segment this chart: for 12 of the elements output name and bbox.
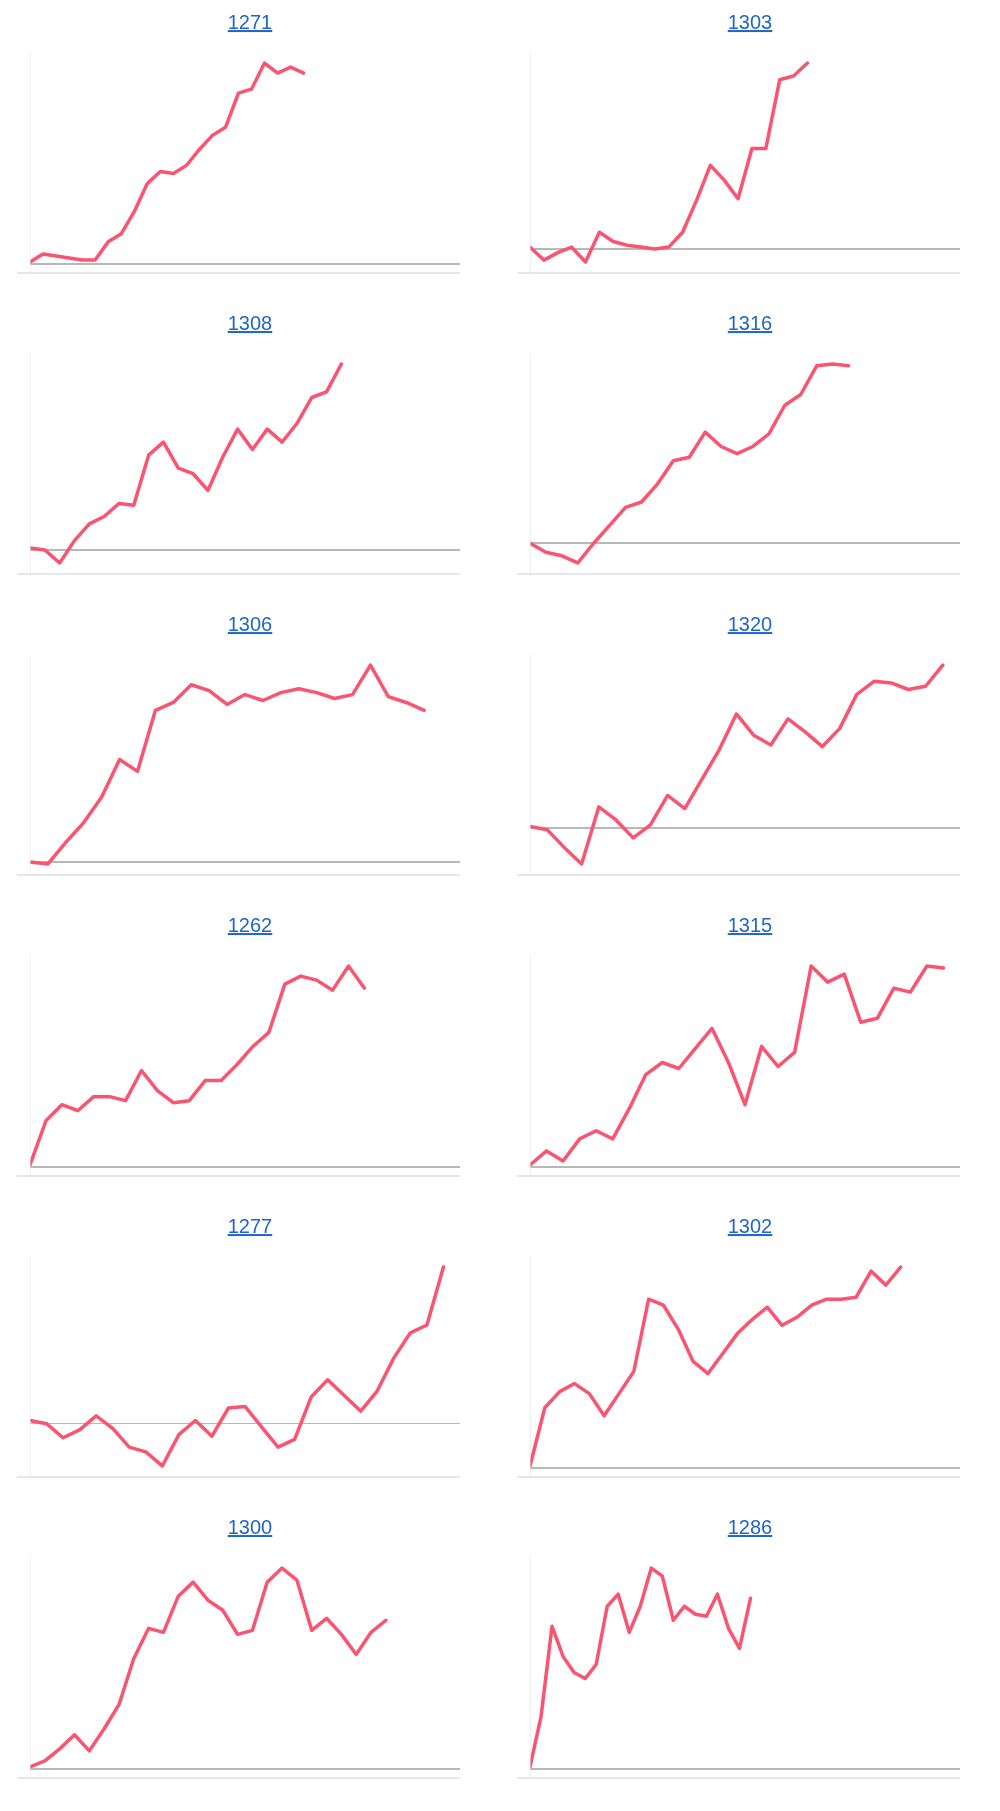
chart-title: 1286 [727, 1516, 773, 1539]
chart-title: 1308 [227, 312, 273, 335]
chart-title: 1320 [727, 613, 773, 636]
chart-title: 1277 [227, 1215, 273, 1238]
chart-title: 1302 [727, 1215, 773, 1238]
chart-title: 1303 [727, 11, 773, 34]
chart-title: 1316 [727, 312, 773, 335]
chart-title: 1315 [727, 914, 773, 937]
chart-title: 1271 [227, 11, 273, 34]
chart-title: 1262 [227, 914, 273, 937]
chart-title: 1306 [227, 613, 273, 636]
chart-title: 1300 [227, 1516, 273, 1539]
